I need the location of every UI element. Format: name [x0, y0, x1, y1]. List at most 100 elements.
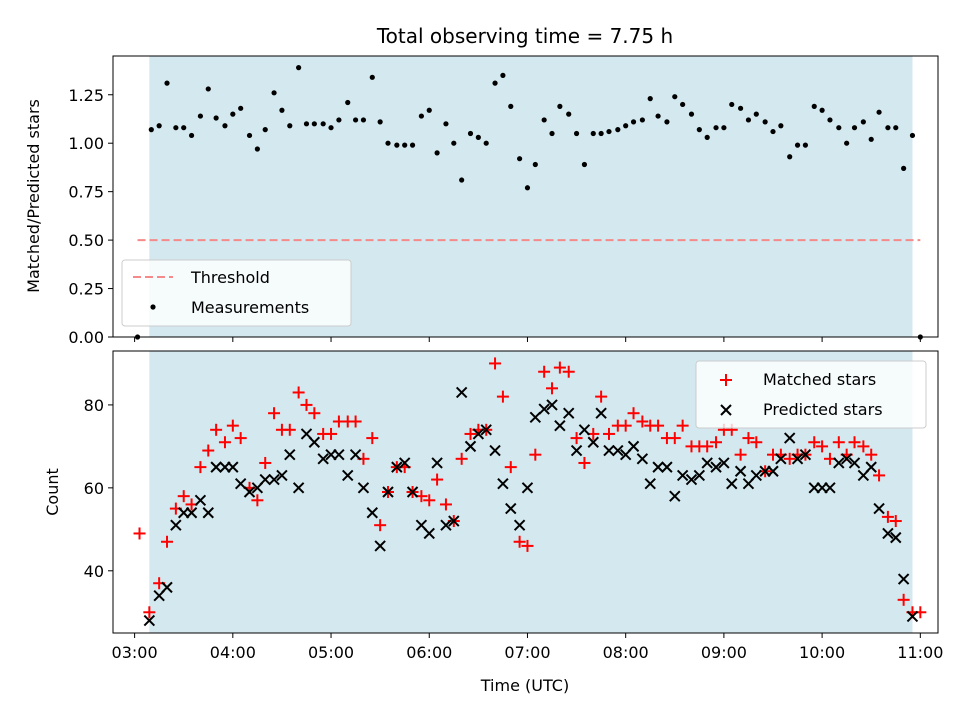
matched-point	[234, 432, 247, 445]
measurement-point	[713, 125, 719, 131]
predicted-point	[170, 519, 182, 531]
bottom-x-ticks: 03:00 04:00 05:00 06:00 07:00 08:00 09:00 10:00…	[112, 633, 943, 662]
predicted-point	[546, 399, 558, 411]
measurement-point	[615, 127, 621, 133]
measurement-point	[369, 74, 375, 80]
matched-point	[455, 452, 468, 465]
predicted-point	[391, 461, 403, 473]
x-tick-label: 04:00	[210, 643, 256, 662]
predicted-point	[308, 436, 321, 448]
measurement-point	[598, 130, 604, 137]
y-tick-label: 0.00	[68, 328, 104, 347]
measurement-point	[688, 111, 695, 117]
predicted-point	[234, 477, 247, 490]
measurement-point	[802, 142, 809, 148]
predicted-point	[750, 469, 763, 482]
x-tick-label: 10:00	[799, 643, 845, 662]
measurement-point	[271, 90, 277, 96]
predicted-point	[570, 444, 583, 457]
bottom-y-ticks: 40 60 80	[84, 396, 113, 581]
top-x-ticks	[134, 337, 921, 342]
x-tick-label: 06:00	[406, 643, 452, 662]
measurement-point	[222, 123, 228, 129]
predicted-point	[824, 482, 836, 494]
measurement-point	[532, 161, 538, 168]
matched-point	[857, 440, 870, 453]
measurement-point	[753, 111, 759, 117]
predicted-point	[333, 448, 345, 461]
matched-point	[570, 432, 583, 445]
predicted-point	[603, 444, 615, 457]
predicted-point	[342, 469, 354, 482]
matched-point	[177, 490, 190, 503]
measurement-point	[524, 185, 531, 191]
measurement-point	[426, 107, 432, 113]
matched-point	[251, 494, 264, 507]
matched-point	[143, 606, 156, 619]
predicted-point	[161, 581, 173, 594]
measurement-point	[181, 125, 187, 131]
predicted-point	[595, 407, 607, 419]
x-tick-label: 07:00	[504, 643, 550, 662]
predicted-point	[472, 428, 485, 440]
x-tick-label: 09:00	[701, 643, 747, 662]
measurement-point	[402, 142, 408, 148]
y-tick-label: 80	[84, 396, 104, 415]
measurement-point	[230, 111, 236, 117]
measurement-point	[197, 113, 204, 119]
chart-title: Total observing time = 7.75 h	[376, 24, 673, 48]
predicted-point	[612, 444, 624, 457]
measurement-point	[811, 103, 817, 109]
measurement-point	[336, 117, 342, 123]
bottom-axes-frame	[112, 350, 939, 634]
matched-point	[521, 539, 534, 552]
predicted-point	[652, 461, 664, 473]
predicted-point	[710, 461, 722, 473]
ratio-panel: Total observing time = 7.75 h 0.000.250.…	[24, 24, 939, 347]
measurement-point	[893, 125, 899, 131]
matched-point	[308, 407, 321, 420]
predicted-point	[398, 457, 411, 469]
measurement-point	[680, 101, 686, 108]
measurement-point	[819, 107, 825, 113]
matched-point	[562, 365, 575, 378]
predicted-point	[317, 453, 329, 465]
measurement-point	[360, 117, 367, 123]
measurement-point	[639, 117, 645, 123]
top-y-axis-label: Matched/Predicted stars	[24, 99, 43, 293]
predicted-point	[227, 461, 239, 473]
measurement-point	[517, 156, 523, 162]
matched-point	[268, 407, 281, 420]
measurement-point	[311, 121, 317, 127]
measurement-point	[868, 136, 874, 142]
predicted-point	[833, 457, 845, 469]
measurement-point	[500, 72, 506, 78]
predicted-point	[448, 515, 460, 527]
measurement-point	[721, 125, 727, 131]
matched-point	[816, 440, 829, 453]
legend-predicted-label: Predicted stars	[763, 400, 883, 419]
matched-point	[325, 427, 338, 440]
matched-point	[627, 407, 640, 420]
predicted-point	[185, 507, 198, 519]
measurement-point	[557, 103, 563, 109]
legend-predicted-swatch	[720, 404, 732, 416]
matched-point	[668, 432, 681, 445]
x-tick-label: 08:00	[603, 643, 649, 662]
matched-point	[783, 452, 796, 465]
legend-box	[121, 259, 352, 327]
measurement-point	[173, 125, 179, 131]
measurement-point	[655, 113, 661, 119]
predicted-point	[489, 444, 501, 457]
predicted-point	[423, 527, 435, 540]
measurement-point	[394, 142, 400, 148]
measurement-point	[541, 117, 547, 123]
legend-matched-swatch	[720, 374, 732, 386]
matched-point	[210, 423, 223, 436]
measurement-point	[851, 125, 858, 131]
measurement-point	[287, 123, 293, 129]
matched-point	[194, 461, 207, 474]
predicted-point	[734, 465, 747, 477]
predicted-point	[627, 440, 640, 453]
predicted-point	[431, 457, 443, 469]
